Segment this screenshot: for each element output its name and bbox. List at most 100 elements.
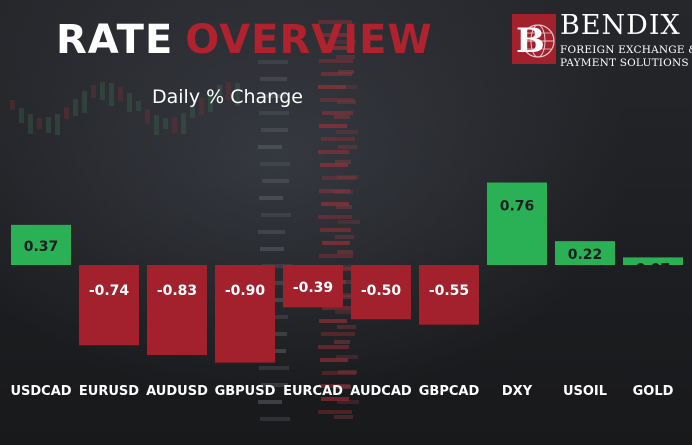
background-candle xyxy=(19,108,24,123)
background-ticker-mark xyxy=(322,241,350,245)
background-ticker-mark xyxy=(322,371,356,375)
background-ticker-mark xyxy=(259,196,283,200)
background-ticker-mark xyxy=(319,59,353,63)
background-candle xyxy=(28,114,33,134)
background-ticker-mark xyxy=(335,235,354,239)
x-tick-label-eurusd: EURUSD xyxy=(79,384,139,399)
title-word-2: OVERVIEW xyxy=(185,17,433,63)
bar-value-label-usoil: 0.22 xyxy=(568,247,603,263)
background-candle xyxy=(181,113,186,134)
bar-dxy xyxy=(487,182,547,265)
background-ticker-mark xyxy=(337,250,353,254)
background-candle xyxy=(190,106,195,118)
bar-value-label-audusd: -0.83 xyxy=(157,283,197,299)
background-ticker-mark xyxy=(319,189,350,193)
background-ticker-mark xyxy=(335,160,351,164)
background-ticker-mark xyxy=(337,325,356,329)
x-tick-label-audusd: AUDUSD xyxy=(146,384,208,399)
bar-value-label-audcad: -0.50 xyxy=(361,283,402,299)
bar-value-label-gbpcad: -0.55 xyxy=(429,283,469,299)
page-title: RATE OVERVIEW xyxy=(56,20,433,60)
background-ticker-mark xyxy=(321,332,355,336)
background-candle xyxy=(82,91,87,113)
bar-audcad xyxy=(351,265,411,320)
background-candle xyxy=(145,109,150,124)
background-candle xyxy=(55,114,60,135)
background-ticker-mark xyxy=(336,205,352,209)
background-ticker-mark xyxy=(321,137,355,141)
background-ticker-mark xyxy=(322,111,353,115)
background-ticker-mark xyxy=(262,94,286,98)
bar-eurcad xyxy=(283,265,343,308)
background-ticker-mark xyxy=(334,115,350,119)
background-ticker-mark xyxy=(320,358,348,362)
background-ticker-mark xyxy=(338,295,354,299)
background-ticker-mark xyxy=(336,55,355,59)
background-candle xyxy=(73,99,78,116)
background-ticker-mark xyxy=(260,162,290,166)
background-ticker-mark xyxy=(262,264,292,268)
background-ticker-mark xyxy=(338,145,357,149)
background-ticker-mark xyxy=(322,176,356,180)
background-candle xyxy=(127,93,132,112)
background-candle xyxy=(172,117,177,133)
background-ticker-mark xyxy=(334,415,353,419)
background-ticker-mark xyxy=(335,85,357,89)
background-ticker-mark xyxy=(336,280,355,284)
background-candle xyxy=(91,85,96,98)
bar-usdcad xyxy=(11,224,71,265)
bendix-logo: B BENDIX FOREIGN EXCHANGE & PAYMENT SOLU… xyxy=(512,10,692,70)
x-tick-label-usoil: USOIL xyxy=(563,384,607,399)
background-ticker-mark xyxy=(319,319,347,323)
background-ticker-mark xyxy=(338,370,357,374)
background-ticker-mark xyxy=(258,145,282,149)
background-ticker-mark xyxy=(321,397,349,401)
background-ticker-mark xyxy=(335,385,351,389)
logo-tagline-2: PAYMENT SOLUTIONS xyxy=(560,57,689,69)
background-ticker-mark xyxy=(320,163,348,167)
background-ticker-mark xyxy=(318,150,349,154)
background-candle xyxy=(235,83,240,106)
background-ticker-mark xyxy=(334,265,356,269)
background-ticker-mark xyxy=(259,111,289,115)
x-tick-label-gbpusd: GBPUSD xyxy=(215,384,276,399)
logo-tagline-1: FOREIGN EXCHANGE & xyxy=(560,44,692,56)
title-word-1: RATE xyxy=(56,17,174,63)
background-ticker-mark xyxy=(337,100,356,104)
background-ticker-mark xyxy=(321,72,352,76)
bar-value-label-gold: 0.07 xyxy=(636,261,671,277)
background-ticker-mark xyxy=(337,400,359,404)
background-candle xyxy=(100,82,105,100)
background-ticker-mark xyxy=(320,228,351,232)
bar-audusd xyxy=(147,265,207,356)
background-ticker-mark xyxy=(334,190,353,194)
background-ticker-mark xyxy=(261,128,288,132)
background-candle xyxy=(64,107,69,119)
background-candle xyxy=(37,118,42,129)
background-ticker-mark xyxy=(259,366,289,370)
bar-value-label-dxy: 0.76 xyxy=(500,199,535,215)
background-ticker-mark xyxy=(318,20,352,24)
background-ticker-mark xyxy=(335,310,357,314)
background-ticker-mark xyxy=(261,213,291,217)
background-ticker-mark xyxy=(260,417,290,421)
bar-usoil xyxy=(555,241,615,265)
background-ticker-mark xyxy=(337,175,359,179)
background-candle xyxy=(118,87,123,101)
background-ticker-mark xyxy=(322,306,353,310)
background-candle xyxy=(226,82,231,100)
x-tick-label-audcad: AUDCAD xyxy=(350,384,412,399)
background-ticker-mark xyxy=(319,124,347,128)
background-ticker-mark xyxy=(258,400,282,404)
background-ticker-mark xyxy=(258,60,288,64)
x-tick-label-usdcad: USDCAD xyxy=(10,384,71,399)
bar-gbpcad xyxy=(419,265,479,325)
bar-value-label-gbpusd: -0.90 xyxy=(225,283,266,299)
background-ticker-mark xyxy=(318,410,352,414)
logo-name: BENDIX xyxy=(560,10,681,41)
logo-mark-letter: B xyxy=(516,21,545,61)
bar-gbpusd xyxy=(215,265,275,363)
background-ticker-mark xyxy=(336,130,358,134)
